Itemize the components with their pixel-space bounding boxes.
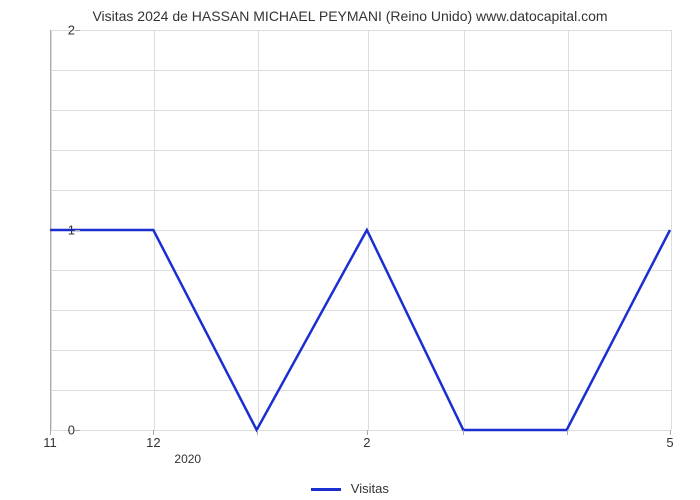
legend: Visitas (0, 481, 700, 496)
x-axis-label: 5 (666, 435, 673, 450)
x-tick (153, 430, 154, 435)
x-tick (257, 430, 258, 435)
legend-label: Visitas (351, 481, 389, 496)
x-axis-label: 2 (363, 435, 370, 450)
x-tick (463, 430, 464, 435)
y-tick (75, 430, 80, 431)
x-tick (567, 430, 568, 435)
x-tick (670, 430, 671, 435)
y-tick (75, 30, 80, 31)
y-axis-label: 2 (55, 23, 75, 38)
x-tick (367, 430, 368, 435)
gridline-h (51, 430, 671, 431)
y-tick (75, 230, 80, 231)
data-line-svg (50, 30, 670, 430)
series-line (50, 230, 670, 430)
x-axis-label: 11 (43, 435, 57, 450)
y-axis-label: 0 (55, 423, 75, 438)
y-axis-label: 1 (55, 223, 75, 238)
chart-title: Visitas 2024 de HASSAN MICHAEL PEYMANI (… (0, 8, 700, 24)
chart-container: Visitas 2024 de HASSAN MICHAEL PEYMANI (… (0, 0, 700, 500)
x-axis-subtitle: 2020 (174, 452, 201, 466)
legend-line (311, 488, 341, 491)
x-axis-label: 12 (146, 435, 160, 450)
gridline-v (671, 30, 672, 430)
x-tick (50, 430, 51, 435)
